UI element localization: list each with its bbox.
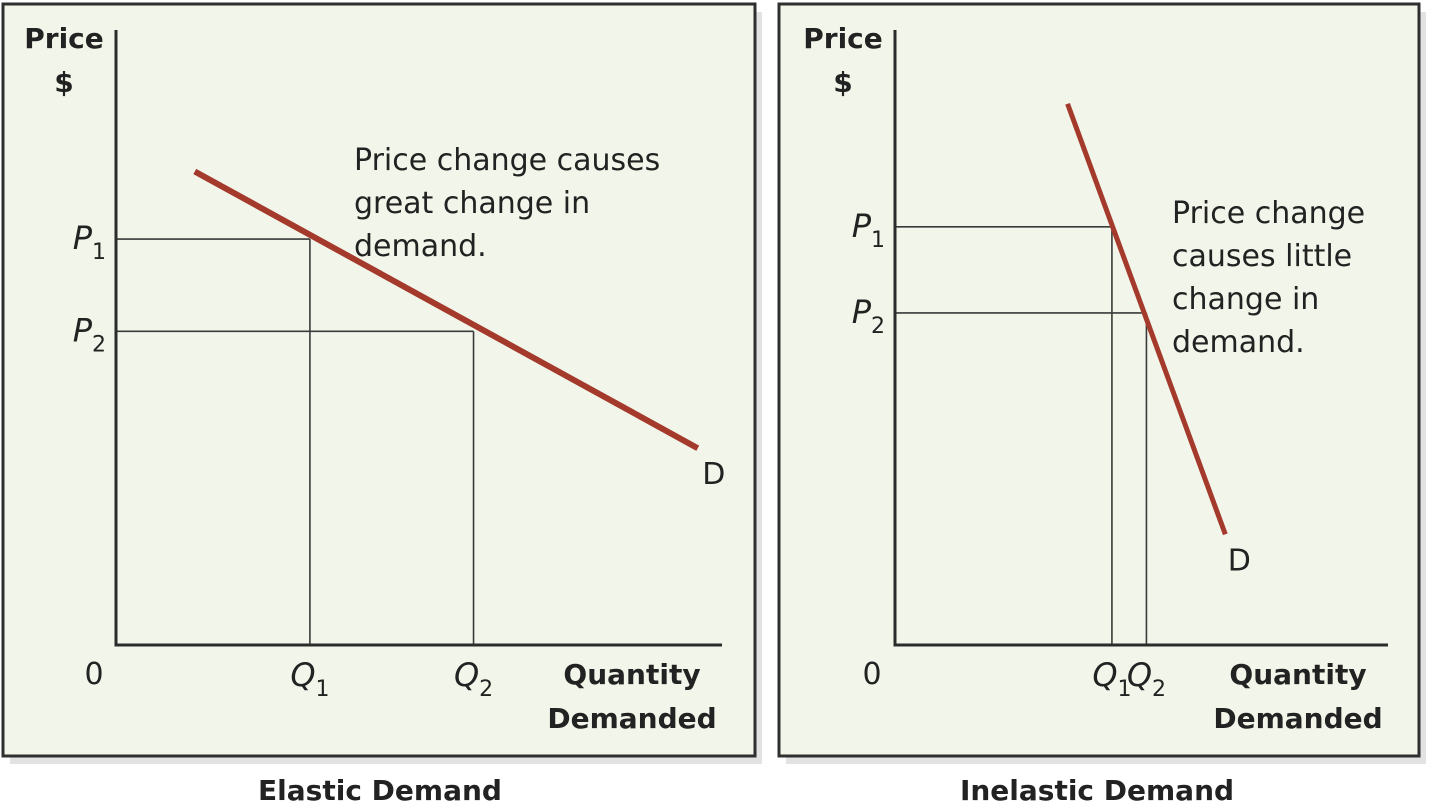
y-axis-label: Price <box>803 22 883 55</box>
quantity-label-sub: 1 <box>316 677 330 702</box>
x-axis-label-line2: Demanded <box>1213 702 1382 735</box>
annotation-line-2: causes little <box>1172 239 1352 274</box>
chart-title: Inelastic Demand <box>960 774 1234 807</box>
x-axis-label-line2: Demanded <box>547 702 716 735</box>
price-label-sub: 2 <box>871 314 885 339</box>
annotation-line-3: change in <box>1172 282 1319 317</box>
price-label-sub: 1 <box>871 228 885 253</box>
origin-label: 0 <box>84 657 103 692</box>
y-axis-unit: $ <box>833 66 852 99</box>
annotation-line-1: Price change <box>1172 196 1365 231</box>
y-axis-unit: $ <box>54 66 73 99</box>
chart-title: Elastic Demand <box>258 774 502 807</box>
price-label-sub: 2 <box>92 332 106 357</box>
axes <box>893 30 1388 647</box>
x-axis-label: Quantity <box>563 658 700 691</box>
demand-curve-label: D <box>1228 543 1251 578</box>
annotation-line-2: great change in <box>354 186 590 221</box>
x-axis-label: Quantity <box>1229 658 1366 691</box>
demand-curve <box>193 168 700 451</box>
annotation-line-4: demand. <box>1172 325 1305 360</box>
demand-curve-label: D <box>702 457 725 492</box>
annotation-line-3: demand. <box>354 229 487 264</box>
y-axis-label: Price <box>24 22 104 55</box>
right-panel-frame <box>777 2 1421 758</box>
quantity-label-sub: 2 <box>479 677 493 702</box>
quantity-label-sub: 1 <box>1118 677 1132 702</box>
price-label-sub: 1 <box>92 240 106 265</box>
origin-label: 0 <box>862 657 881 692</box>
axes <box>114 30 722 647</box>
quantity-label-sub: 2 <box>1152 677 1166 702</box>
annotation-line-1: Price change causes <box>354 143 660 178</box>
left-panel-frame <box>1 2 757 758</box>
demand-curve <box>1065 102 1228 536</box>
